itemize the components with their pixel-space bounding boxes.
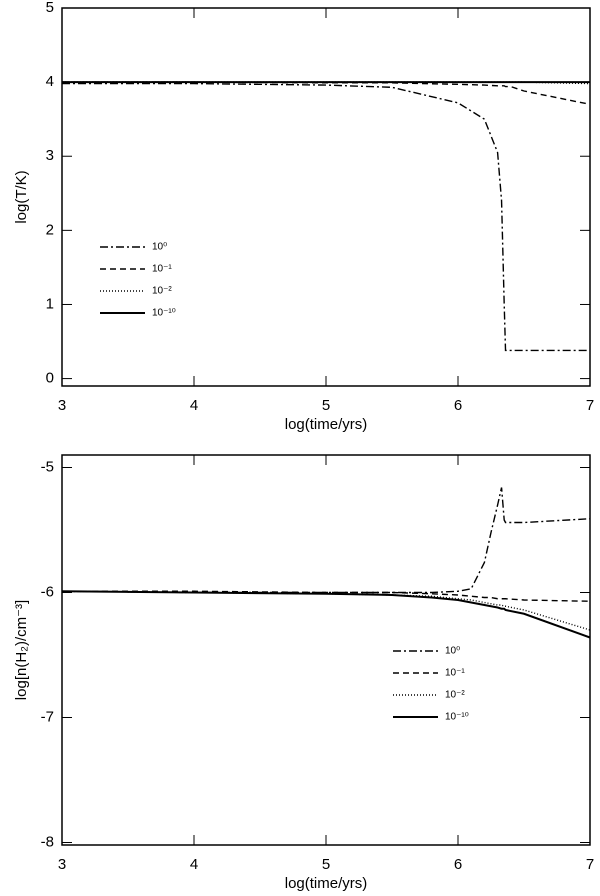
y-tick-label: -6: [41, 583, 54, 600]
data-line: [62, 82, 590, 352]
y-tick-label: 3: [46, 147, 54, 164]
legend-label: 10⁻²: [445, 690, 465, 701]
y-tick-label: 1: [46, 295, 54, 312]
y-axis-label: log(T/K): [13, 170, 30, 223]
y-tick-label: 4: [46, 73, 54, 90]
data-line: [62, 81, 591, 106]
x-tick-label: 3: [58, 397, 66, 414]
x-tick-label: 6: [454, 397, 462, 414]
y-tick-label: -5: [41, 458, 54, 475]
data-line: [61, 590, 591, 631]
plot-frame: [61, 454, 591, 846]
x-tick-label: 6: [454, 856, 462, 873]
x-axis-label: log(time/yrs): [285, 875, 368, 892]
y-tick-label: 0: [46, 370, 54, 387]
y-tick-label: -7: [41, 708, 54, 725]
legend-label: 10⁰: [152, 242, 167, 253]
data-line: [62, 590, 591, 602]
x-tick-label: 4: [190, 397, 198, 414]
legend-label: 10⁰: [445, 646, 460, 657]
x-tick-label: 5: [322, 397, 330, 414]
data-line: [61, 487, 591, 594]
y-axis-label: log[n(H₂)/cm⁻³]: [13, 600, 30, 700]
x-axis-label: log(time/yrs): [285, 416, 368, 433]
plot-frame: [61, 7, 591, 387]
legend-label: 10⁻¹: [152, 264, 172, 275]
data-line: [61, 590, 591, 639]
legend-label: 10⁻¹⁰: [445, 712, 469, 723]
y-tick-label: -8: [41, 833, 54, 850]
legend-label: 10⁻¹: [445, 668, 465, 679]
x-tick-label: 4: [190, 856, 198, 873]
x-tick-label: 7: [586, 397, 594, 414]
x-tick-label: 7: [586, 856, 594, 873]
x-tick-label: 5: [322, 856, 330, 873]
legend-label: 10⁻²: [152, 286, 172, 297]
y-tick-label: 5: [46, 0, 54, 16]
y-tick-label: 2: [46, 221, 54, 238]
legend-label: 10⁻¹⁰: [152, 308, 176, 319]
x-tick-label: 3: [58, 856, 66, 873]
